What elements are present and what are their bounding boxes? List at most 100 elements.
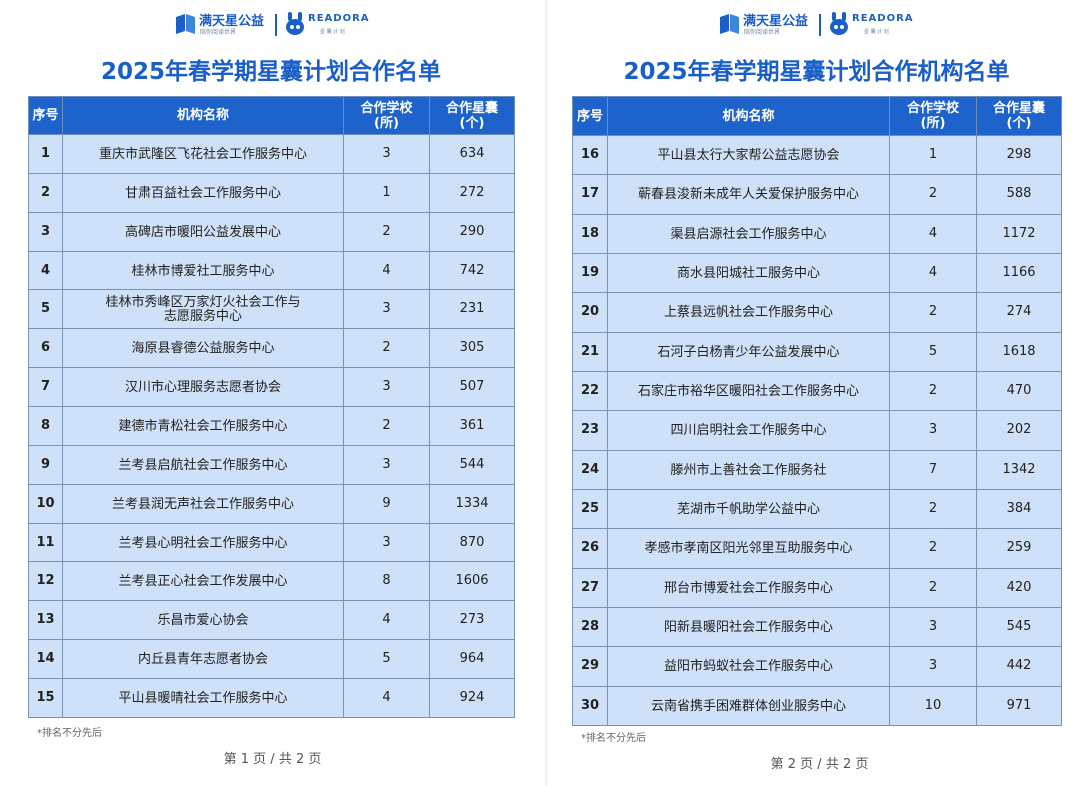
row-number: 15 (28, 678, 63, 718)
table-row: 8 建德市青松社会工作服务中心 2 361 (28, 406, 515, 446)
table-row: 3 高碑店市暖阳公益发展中心 2 290 (28, 211, 515, 252)
kit-count: 384 (976, 488, 1062, 530)
org-name: 桂林市秀峰区万家灯火社会工作与 志愿服务中心 (62, 289, 344, 330)
header-cell: 合作学校 (所) (343, 96, 430, 135)
header-cell: 机构名称 (607, 96, 890, 136)
row-number: 24 (572, 449, 608, 490)
table-row: 20 上蔡县远帆社会工作服务中心 2 274 (572, 292, 1062, 333)
table-row: 16 平山县太行大家帮公益志愿协会 1 298 (572, 134, 1062, 176)
kit-count: 305 (429, 328, 515, 369)
page-footer: 第 2 页 / 共 2 页 (770, 757, 869, 772)
page-title: 2025年春学期星囊计划合作名单 (100, 59, 441, 85)
kit-count: 870 (429, 522, 515, 563)
table-row: 21 石河子白杨青少年公益发展中心 5 1618 (572, 331, 1062, 372)
school-count: 2 (343, 406, 430, 446)
table-row: 2 甘肃百益社会工作服务中心 1 272 (28, 172, 515, 213)
kit-count: 202 (976, 410, 1062, 451)
logo-icons (176, 12, 304, 36)
org-name: 高碑店市暖阳公益发展中心 (62, 211, 344, 252)
row-number: 25 (572, 488, 608, 530)
school-count: 2 (343, 328, 430, 369)
school-count: 3 (343, 367, 430, 408)
school-count: 7 (889, 449, 977, 490)
school-count: 4 (343, 678, 430, 718)
row-number: 29 (572, 646, 608, 687)
table-row: 22 石家庄市裕华区暖阳社会工作服务中心 2 470 (572, 370, 1062, 412)
school-count: 5 (889, 331, 977, 372)
kit-count: 273 (429, 600, 515, 641)
org-name: 阳新县暖阳社会工作服务中心 (607, 606, 890, 648)
kit-count: 274 (976, 292, 1062, 333)
school-count: 4 (889, 213, 977, 254)
org-name: 重庆市武隆区飞花社会工作服务中心 (62, 134, 344, 174)
header-cell: 合作星囊 (个) (429, 96, 515, 135)
row-number: 23 (572, 410, 608, 451)
page-title: 2025年春学期星囊计划合作机构名单 (623, 59, 1010, 85)
header-row: 序号 机构名称 合作学校 (所) 合作星囊 (个) (28, 96, 515, 135)
kit-count: 964 (429, 639, 515, 680)
school-count: 3 (889, 606, 977, 648)
school-count: 8 (343, 561, 430, 602)
kit-count: 1606 (429, 561, 515, 602)
header-cell: 序号 (28, 96, 63, 135)
table-row: 27 邢台市博爱社会工作服务中心 2 420 (572, 567, 1062, 608)
kit-count: 742 (429, 250, 515, 291)
kit-count: 971 (976, 685, 1062, 726)
kit-count: 1342 (976, 449, 1062, 490)
school-count: 3 (889, 646, 977, 687)
org-name: 兰考县心明社会工作服务中心 (62, 522, 344, 563)
org-name: 甘肃百益社会工作服务中心 (62, 172, 344, 213)
logo-icons (720, 12, 848, 36)
table-row: 29 益阳市蚂蚁社会工作服务中心 3 442 (572, 646, 1062, 687)
header-cell: 机构名称 (62, 96, 344, 135)
org-name: 孝感市孝南区阳光邻里互助服务中心 (607, 528, 890, 569)
org-name: 兰考县正心社会工作发展中心 (62, 561, 344, 602)
table-row: 13 乐昌市爱心协会 4 273 (28, 600, 515, 641)
row-number: 26 (572, 528, 608, 569)
org-name: 建德市青松社会工作服务中心 (62, 406, 344, 446)
header-cell: 序号 (572, 96, 608, 136)
table-row: 14 内丘县青年志愿者协会 5 964 (28, 639, 515, 680)
kit-count: 634 (429, 134, 515, 174)
kit-count: 1618 (976, 331, 1062, 372)
school-count: 4 (343, 600, 430, 641)
org-table: 序号 机构名称 合作学校 (所) 合作星囊 (个) 16 平山县太行大家帮公益志愿协会 1 2… (572, 96, 1062, 726)
table-row: 5 桂林市秀峰区万家灯火社会工作与 志愿服务中心 3 231 (28, 289, 515, 330)
header-cell: 合作星囊 (个) (976, 96, 1062, 136)
kit-count: 298 (976, 134, 1062, 176)
school-count: 2 (889, 292, 977, 333)
row-number: 3 (28, 211, 63, 252)
school-count: 3 (343, 289, 430, 330)
school-count: 2 (889, 370, 977, 412)
logo-brand: 满天星公益 (743, 14, 809, 29)
kit-count: 924 (429, 678, 515, 718)
org-name: 石家庄市裕华区暖阳社会工作服务中心 (607, 370, 890, 412)
page: 满天星公益 陪你阅读世界 READORA 星 囊 计 划 2025年春学期星囊计划合作名… (0, 0, 545, 786)
school-count: 2 (889, 174, 977, 215)
page: 满天星公益 陪你阅读世界 READORA 星 囊 计 划 2025年春学期星囊计划合作机… (547, 0, 1092, 786)
header-row: 序号 机构名称 合作学校 (所) 合作星囊 (个) (572, 96, 1062, 136)
note: *排名不分先后 (581, 733, 646, 744)
org-name: 海原县睿德公益服务中心 (62, 328, 344, 369)
org-name: 邢台市博爱社会工作服务中心 (607, 567, 890, 608)
row-number: 6 (28, 328, 63, 369)
org-name: 益阳市蚂蚁社会工作服务中心 (607, 646, 890, 687)
kit-count: 544 (429, 444, 515, 485)
row-number: 16 (572, 134, 608, 176)
table-row: 26 孝感市孝南区阳光邻里互助服务中心 2 259 (572, 528, 1062, 569)
school-count: 2 (889, 528, 977, 569)
row-number: 21 (572, 331, 608, 372)
school-count: 2 (889, 567, 977, 608)
school-count: 1 (343, 172, 430, 213)
table-row: 24 滕州市上善社会工作服务社 7 1342 (572, 449, 1062, 490)
school-count: 5 (343, 639, 430, 680)
org-name: 上蔡县远帆社会工作服务中心 (607, 292, 890, 333)
org-name: 滕州市上善社会工作服务社 (607, 449, 890, 490)
logo-partner-sub: 星 囊 计 划 (320, 29, 345, 35)
kit-count: 290 (429, 211, 515, 252)
table-row: 6 海原县睿德公益服务中心 2 305 (28, 328, 515, 369)
row-number: 4 (28, 250, 63, 291)
logo-partner: READORA (308, 13, 370, 24)
org-name: 兰考县润无声社会工作服务中心 (62, 483, 344, 524)
kit-count: 361 (429, 406, 515, 446)
